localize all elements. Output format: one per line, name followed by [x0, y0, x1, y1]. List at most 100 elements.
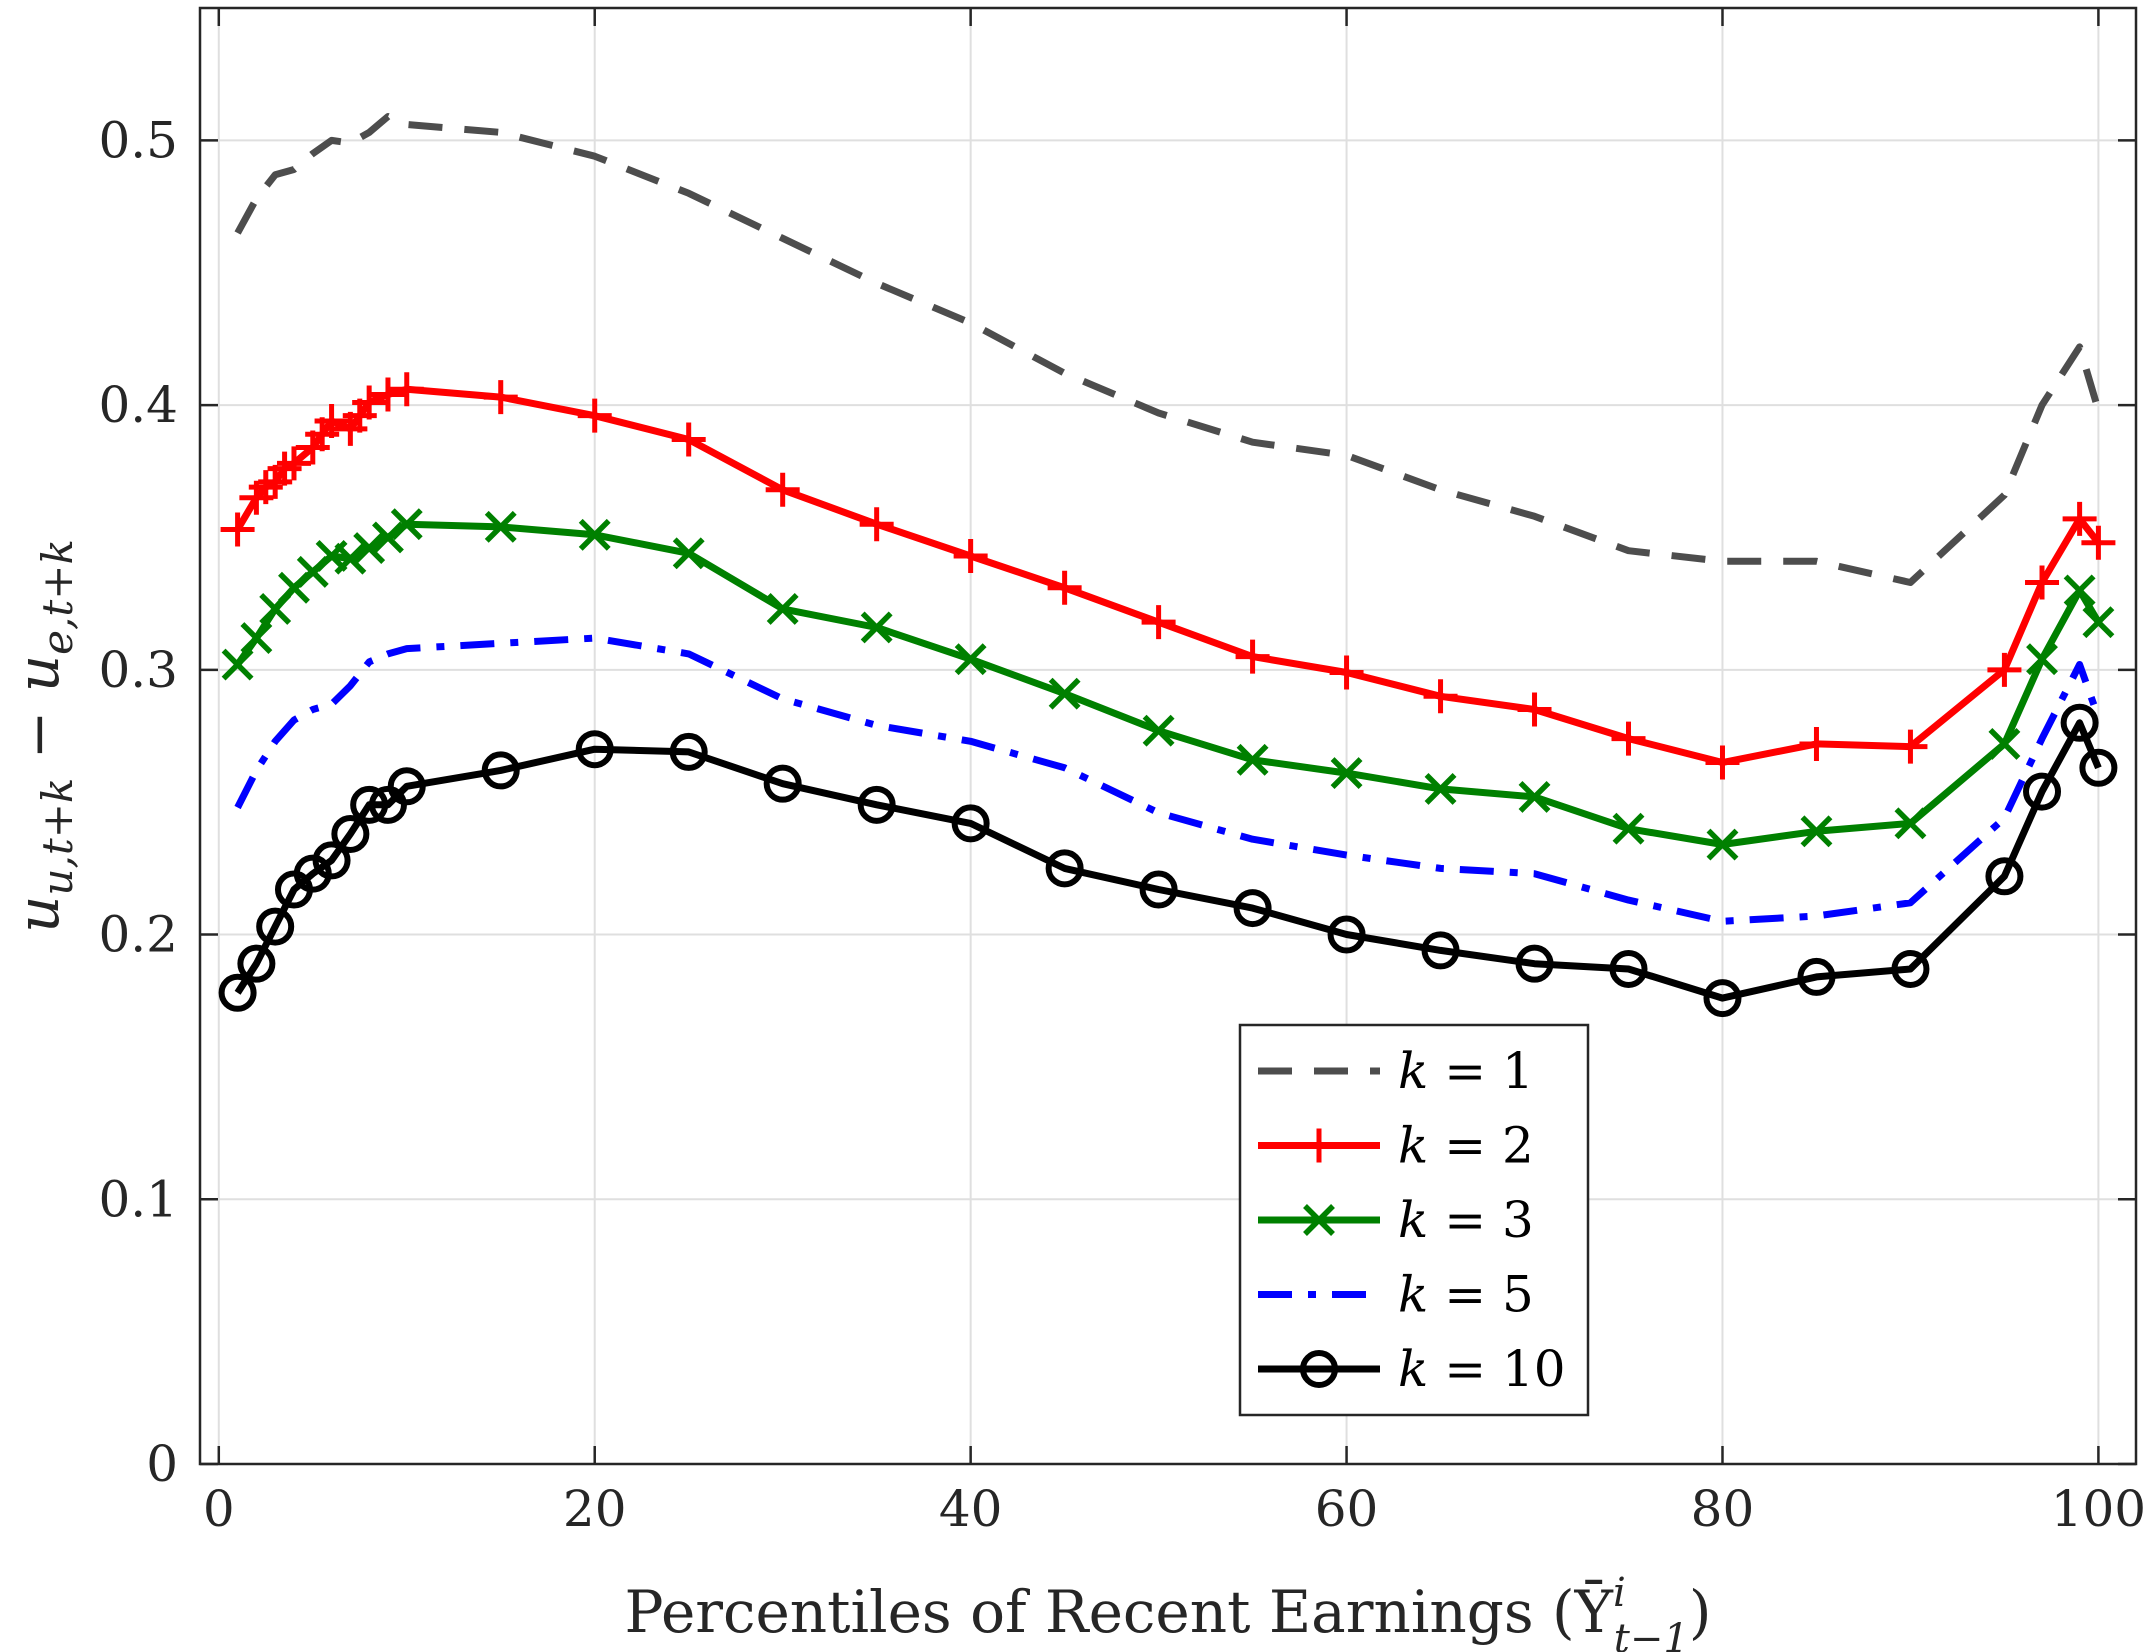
data-point	[1047, 570, 1082, 605]
legend: k = 1 k = 2 k = 3 k = 5 k = 10	[1238, 1023, 1590, 1417]
data-point	[765, 472, 800, 507]
data-point	[1141, 605, 1176, 640]
series-4	[234, 634, 2102, 925]
data-point	[2025, 565, 2060, 600]
data-point	[953, 538, 988, 573]
data-point	[1329, 655, 1364, 690]
data-point	[860, 611, 893, 644]
data-point	[954, 643, 987, 676]
legend-entry-label: k = 1	[1398, 1042, 1534, 1100]
legend-swatch-marker	[1302, 1128, 1336, 1163]
data-point	[218, 973, 257, 1012]
data-point	[1894, 807, 1927, 840]
data-point	[1891, 949, 1930, 988]
data-point	[220, 512, 255, 547]
data-point	[575, 730, 614, 769]
data-point	[372, 521, 404, 554]
data-point	[1518, 780, 1551, 813]
data-point	[389, 372, 424, 407]
data-point	[2079, 748, 2118, 787]
data-point	[763, 764, 802, 803]
data-point	[1988, 727, 2021, 760]
legend-entry-label: k = 5	[1398, 1266, 1534, 1324]
data-point	[1236, 743, 1269, 776]
series-line	[234, 634, 2102, 925]
data-point	[577, 398, 612, 433]
data-point	[484, 510, 517, 543]
data-point	[390, 508, 423, 541]
data-point	[1330, 757, 1363, 790]
plot-area-frame	[198, 6, 2138, 1466]
data-point	[2081, 525, 2116, 560]
legend-entry-label: k = 2	[1398, 1117, 1534, 1175]
data-point	[1139, 870, 1178, 909]
x-tick-label: 20	[563, 1480, 627, 1538]
x-tick-label: 80	[1691, 1480, 1755, 1538]
x-axis-label: Percentiles of Recent Earnings (Ȳi t−1)	[625, 1570, 1712, 1652]
x-tick-label: 60	[1315, 1480, 1379, 1538]
data-point	[951, 804, 990, 843]
series-1	[234, 113, 2102, 586]
data-point	[1893, 729, 1928, 764]
data-point	[1987, 652, 2022, 687]
data-point	[237, 944, 276, 983]
legend-swatch-marker	[1303, 1204, 1335, 1236]
data-point	[331, 814, 370, 853]
series-line	[234, 113, 2102, 586]
axis-ticks: 0 20 40 60 80 100 0 0.1 0.2 0.3 0.4 0.5	[98, 8, 2146, 1538]
x-tick-label: 0	[203, 1480, 235, 1538]
data-point	[669, 732, 708, 771]
data-point	[1609, 949, 1648, 988]
data-point	[387, 767, 426, 806]
x-tick-label: 40	[939, 1480, 1003, 1538]
data-point	[1611, 721, 1646, 756]
data-point	[1048, 677, 1081, 710]
data-point	[370, 377, 405, 412]
data-point	[1800, 815, 1833, 848]
data-point	[481, 751, 520, 790]
data-point	[857, 785, 896, 824]
data-point	[1703, 979, 1742, 1018]
data-point	[2026, 643, 2058, 676]
data-point	[1985, 857, 2024, 896]
series-5	[218, 703, 2118, 1018]
data-point	[671, 422, 706, 457]
data-point	[256, 907, 295, 946]
data-point	[276, 446, 311, 481]
data-point	[1515, 944, 1554, 983]
legend-swatch-marker	[1300, 1350, 1338, 1388]
data-point	[2063, 574, 2096, 607]
data-point	[1327, 915, 1366, 954]
data-point	[353, 532, 386, 564]
data-point	[240, 622, 273, 654]
data-point	[1421, 931, 1460, 970]
series-line	[234, 385, 2102, 766]
data-point	[578, 518, 611, 551]
data-point	[1706, 828, 1739, 861]
data-point	[1235, 639, 1270, 674]
data-point	[1799, 726, 1834, 761]
y-tick-label: 0.5	[98, 111, 178, 169]
data-point	[1517, 692, 1552, 727]
series-2	[220, 372, 2116, 780]
data-point	[314, 403, 349, 438]
data-point	[483, 380, 518, 415]
data-point	[766, 592, 799, 625]
y-tick-label: 0.1	[98, 1170, 178, 1228]
y-tick-label: 0.4	[98, 376, 178, 434]
y-tick-label: 0.2	[98, 906, 178, 964]
data-point	[221, 648, 254, 681]
series-layer	[218, 113, 2118, 1018]
y-tick-label: 0	[146, 1435, 178, 1493]
data-point	[1423, 679, 1458, 714]
y-tick-label: 0.3	[98, 641, 178, 699]
legend-entry-label: k = 10	[1398, 1340, 1566, 1398]
data-point	[1142, 714, 1175, 747]
y-axis-label: uu,t+k − ue,t+k	[4, 539, 82, 933]
data-point	[672, 537, 705, 570]
data-point	[2062, 501, 2097, 536]
x-tick-label: 100	[2051, 1480, 2146, 1538]
data-point	[2082, 606, 2115, 639]
data-point	[1705, 745, 1740, 780]
